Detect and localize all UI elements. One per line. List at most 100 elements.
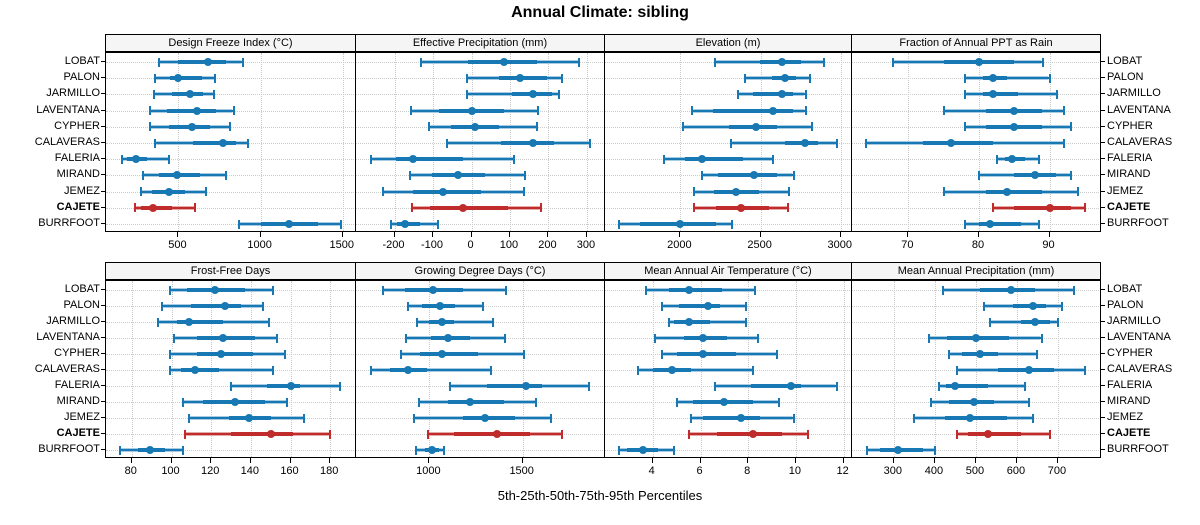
axis-tick	[210, 458, 212, 463]
axis-tick-label: 6	[696, 465, 703, 477]
whisker-cap-high	[1036, 349, 1039, 359]
whisker-cap-high	[539, 203, 542, 213]
whisker-cap-high	[775, 349, 778, 359]
whisker-cap-high	[1076, 187, 1079, 197]
median-dot-BURRFOOT	[985, 220, 994, 228]
whisker-cap-low	[369, 365, 372, 375]
whisker-cap-high	[558, 89, 561, 99]
axis-tick	[547, 232, 549, 237]
median-dot-JEMEZ	[439, 187, 448, 196]
row-tick	[1101, 174, 1105, 176]
axis-tick	[428, 458, 430, 463]
whisker-cap-high	[182, 445, 185, 455]
whisker-cap-high	[241, 57, 244, 67]
axis-tick-label: 1000	[247, 239, 272, 251]
axis-tick	[1048, 232, 1050, 237]
row-guide	[106, 224, 355, 225]
gridline	[394, 53, 396, 231]
median-dot-CALAVERAS	[403, 366, 412, 374]
range-25-75-bar	[685, 157, 743, 162]
whisker-cap-high	[1056, 317, 1059, 327]
panel-strip: Mean Annual Precipitation (mm)	[851, 262, 1101, 280]
median-dot-CALAVERAS	[667, 366, 676, 374]
axis-tick	[130, 458, 132, 463]
site-label-LAVENTANA: LAVENTANA	[1107, 103, 1171, 116]
row-guide	[605, 143, 851, 144]
range-25-75-bar	[463, 416, 516, 420]
row-tick	[1101, 190, 1105, 192]
row-guide	[106, 191, 355, 193]
whisker-cap-low	[389, 219, 392, 229]
median-dot-CALAVERAS	[800, 139, 809, 147]
range-25-75-bar	[166, 108, 217, 113]
median-dot-MIRAND	[969, 398, 978, 406]
row-tick	[101, 305, 105, 306]
panel-strip: Effective Precipitation (mm)	[355, 34, 605, 52]
axis-tick-label: 120	[201, 465, 220, 477]
median-dot-FALERIA	[951, 382, 960, 390]
axis-tick	[585, 232, 587, 237]
axis-tick-label: 2500	[747, 239, 772, 251]
whisker-cap-low	[644, 285, 647, 295]
whisker-cap-low	[230, 381, 232, 391]
median-dot-JARMILLO	[529, 90, 538, 99]
row-tick	[1101, 417, 1105, 418]
whisker-cap-high	[283, 349, 286, 359]
site-label-PALON: PALON	[1107, 299, 1144, 311]
axis-tick-label: 2000	[667, 239, 692, 251]
whisker-cap-high	[744, 317, 747, 327]
site-label-FALERIA: FALERIA	[1107, 379, 1153, 391]
whisker-cap-high	[1037, 154, 1040, 164]
whisker-cap-low	[418, 397, 421, 407]
whisker-cap-high	[809, 73, 812, 83]
row-guide	[356, 224, 604, 225]
whisker-cap-high	[1055, 89, 1058, 99]
median-dot-FALERIA	[286, 382, 295, 390]
median-dot-JEMEZ	[481, 414, 490, 422]
site-label-CYPHER: CYPHER	[54, 119, 100, 132]
row-tick	[101, 190, 105, 192]
axis-tick-label: 400	[924, 465, 944, 477]
row-tick	[1101, 401, 1105, 402]
median-dot-LAVENTANA	[768, 106, 777, 115]
range-25-75-bar	[170, 76, 203, 81]
panel-strip: Frost-Free Days	[105, 262, 356, 280]
row-tick	[1101, 77, 1105, 79]
median-dot-CAJETE	[148, 203, 157, 212]
whisker-cap-high	[443, 445, 446, 455]
whisker-cap-low	[420, 57, 423, 67]
median-dot-LOBAT	[500, 58, 509, 66]
whisker-cap-high	[744, 301, 747, 311]
axis-tick-label: 300	[576, 239, 596, 251]
whisker-cap-high	[835, 381, 838, 391]
axis-tick	[892, 458, 894, 463]
site-label-PALON: PALON	[1107, 71, 1144, 84]
whisker-cap-high	[754, 285, 757, 295]
gridline	[893, 281, 895, 457]
whisker-cap-low	[405, 333, 407, 343]
median-dot-LOBAT	[429, 286, 438, 294]
site-label-CAJETE: CAJETE	[1107, 427, 1151, 439]
site-label-LOBAT: LOBAT	[1107, 55, 1143, 67]
site-label-CALAVERAS: CALAVERAS	[1107, 136, 1173, 148]
axis-tick	[1015, 458, 1017, 463]
axis-tick-label: 1500	[329, 239, 355, 251]
whisker-cap-high	[490, 365, 492, 375]
whisker-cap-high	[806, 429, 809, 439]
range-25-75-bar	[191, 304, 241, 308]
site-label-CYPHER: CYPHER	[1107, 347, 1153, 359]
whisker-cap-high	[1048, 429, 1051, 439]
whisker-cap-low	[691, 106, 694, 116]
whisker-cap-high	[205, 187, 208, 197]
whisker-cap-high	[549, 413, 552, 423]
median-dot-BURRFOOT	[145, 446, 154, 454]
whisker-cap-low	[654, 333, 657, 343]
median-dot-MIRAND	[466, 398, 475, 406]
whisker-cap-high	[756, 333, 759, 343]
median-dot-LAVENTANA	[971, 334, 980, 342]
gridline	[934, 281, 936, 457]
panel-plot	[851, 52, 1101, 232]
whisker-cap-low	[963, 89, 966, 99]
whisker-cap-low	[956, 365, 959, 375]
